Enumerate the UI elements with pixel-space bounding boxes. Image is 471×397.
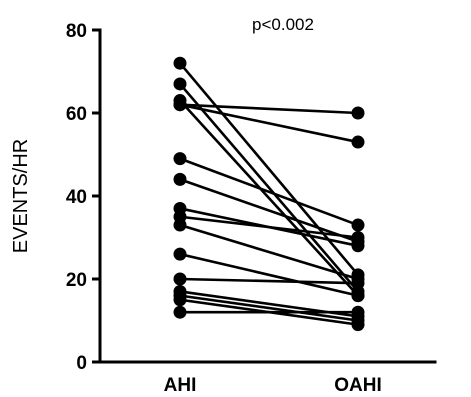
point-4-oahi [351, 106, 365, 120]
pair-line-11 [179, 252, 359, 297]
point-11-ahi [173, 247, 187, 261]
y-tick-label-60: 60 [66, 104, 87, 125]
pair-line-3 [179, 99, 359, 297]
pair-line-10 [179, 223, 359, 281]
pair-line-7 [179, 178, 359, 243]
point-6-oahi [351, 218, 365, 232]
data-points [173, 56, 365, 332]
y-tick-label-0: 0 [76, 353, 87, 374]
x-tick-label-oahi: OAHI [334, 375, 382, 396]
point-2-ahi [173, 77, 187, 91]
point-5-oahi [351, 135, 365, 149]
y-tick-label-20: 20 [66, 270, 87, 291]
p-value-annotation: p<0.002 [252, 15, 314, 34]
point-16-ahi [173, 305, 187, 319]
point-12-oahi [351, 276, 365, 290]
pair-line-9 [179, 215, 359, 239]
pair-line-6 [179, 157, 359, 227]
point-15-oahi [351, 318, 365, 332]
pair-line-5 [179, 103, 359, 144]
y-axis-label: EVENTS/HR [10, 139, 32, 253]
point-7-ahi [173, 172, 187, 186]
pair-line-12 [179, 277, 359, 285]
y-tick-label-80: 80 [66, 21, 87, 42]
point-1-ahi [173, 56, 187, 70]
point-6-ahi [173, 152, 187, 166]
point-10-ahi [173, 218, 187, 232]
point-12-ahi [173, 272, 187, 286]
pair-line-14 [179, 294, 359, 322]
pair-line-4 [179, 103, 359, 115]
point-11-oahi [351, 289, 365, 303]
pair-line-2 [179, 83, 359, 293]
point-9-oahi [351, 231, 365, 244]
x-tick-labels: AHI OAHI [164, 375, 382, 396]
x-tick-label-ahi: AHI [164, 375, 197, 396]
y-ticks: 0 20 40 60 80 [66, 21, 100, 374]
point-16-oahi [351, 305, 365, 319]
series-lines [179, 62, 359, 326]
y-tick-label-40: 40 [66, 187, 87, 208]
point-5-ahi [173, 98, 187, 112]
point-15-ahi [173, 293, 187, 307]
